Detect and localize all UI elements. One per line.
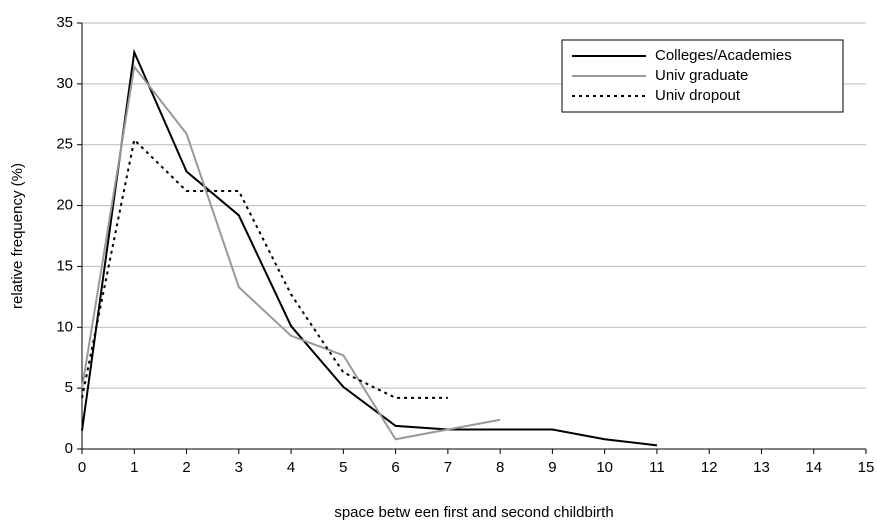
x-tick-label: 5: [339, 459, 347, 476]
x-tick-label: 14: [805, 459, 822, 476]
y-tick-label: 0: [65, 440, 73, 457]
y-tick-label: 35: [56, 14, 73, 31]
legend-label: Univ graduate: [655, 67, 748, 84]
legend-label: Colleges/Academies: [655, 47, 792, 64]
series-line: [81, 48, 658, 447]
x-tick-label: 1: [130, 459, 138, 476]
y-tick-label: 25: [56, 136, 73, 153]
x-tick-label: 0: [78, 459, 86, 476]
x-axis-label: space betw een first and second childbir…: [334, 504, 613, 521]
x-tick-label: 12: [701, 459, 718, 476]
x-tick-label: 6: [391, 459, 399, 476]
y-axis-label: relative frequency (%): [9, 163, 26, 309]
x-tick-label: 8: [496, 459, 504, 476]
series-line: [81, 137, 448, 399]
y-tick-label: 20: [56, 197, 73, 214]
x-tick-label: 2: [182, 459, 190, 476]
x-tick-label: 7: [444, 459, 452, 476]
legend-label: Univ dropout: [655, 87, 741, 104]
x-tick-label: 3: [235, 459, 243, 476]
x-tick-label: 10: [596, 459, 613, 476]
x-tick-label: 13: [753, 459, 770, 476]
y-tick-label: 5: [65, 379, 73, 396]
series-line: [81, 64, 501, 441]
x-tick-label: 15: [858, 459, 875, 476]
y-tick-label: 10: [56, 318, 73, 335]
x-tick-label: 9: [548, 459, 556, 476]
x-tick-label: 4: [287, 459, 295, 476]
y-tick-label: 15: [56, 257, 73, 274]
x-tick-label: 11: [649, 459, 665, 476]
y-tick-label: 30: [56, 75, 73, 92]
